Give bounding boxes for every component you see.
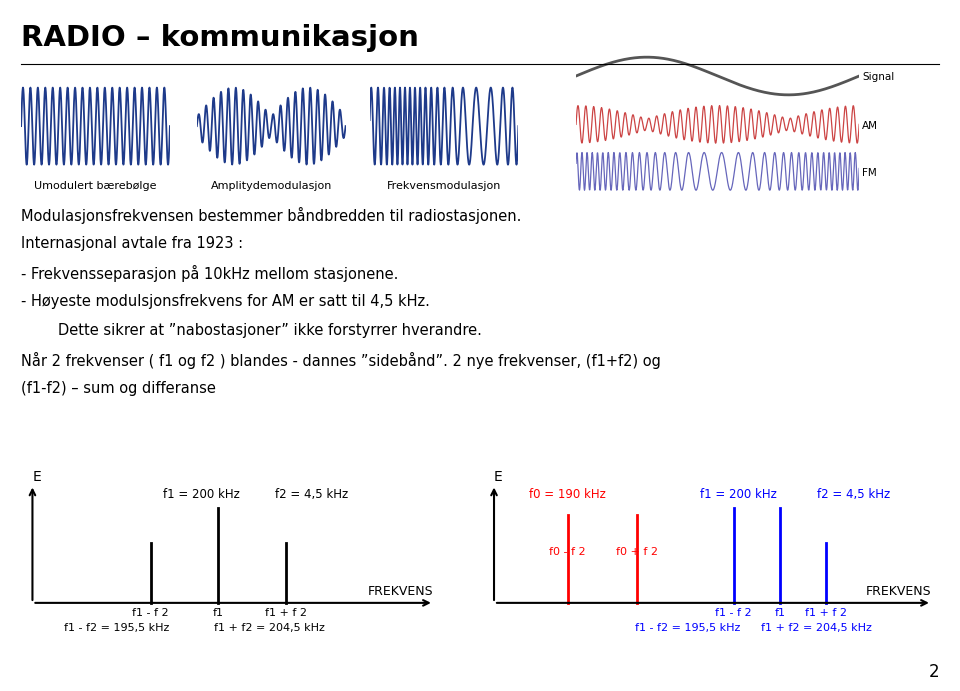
Text: f0 - f 2: f0 - f 2 [549,547,586,557]
Text: f1 + f2 = 204,5 kHz: f1 + f2 = 204,5 kHz [761,623,872,632]
Text: f1 + f 2: f1 + f 2 [265,608,307,618]
Text: Frekvensmodulasjon: Frekvensmodulasjon [387,181,501,191]
Text: (f1-f2) – sum og differanse: (f1-f2) – sum og differanse [21,381,216,397]
Text: AM: AM [862,121,878,131]
Text: - Høyeste modulsjonsfrekvens for AM er satt til 4,5 kHz.: - Høyeste modulsjonsfrekvens for AM er s… [21,294,430,310]
Text: f0 + f 2: f0 + f 2 [616,547,658,557]
Text: f1 - f 2: f1 - f 2 [132,608,169,618]
Text: - Frekvensseparasjon på 10kHz mellom stasjonene.: - Frekvensseparasjon på 10kHz mellom sta… [21,265,398,283]
Text: f1 - f 2: f1 - f 2 [715,608,752,618]
Text: 2: 2 [928,663,939,681]
Text: RADIO – kommunikasjon: RADIO – kommunikasjon [21,24,419,53]
Text: f1 = 200 kHz: f1 = 200 kHz [163,488,240,501]
Text: Når 2 frekvenser ( f1 og f2 ) blandes - dannes ”sidebånd”. 2 nye frekvenser, (f1: Når 2 frekvenser ( f1 og f2 ) blandes - … [21,352,661,370]
Text: FREKVENS: FREKVENS [368,585,434,598]
Text: f2 = 4,5 kHz: f2 = 4,5 kHz [275,488,348,501]
Text: E: E [494,469,503,484]
Text: f1: f1 [213,608,224,618]
Text: f1 = 200 kHz: f1 = 200 kHz [700,488,777,501]
Text: FM: FM [862,168,876,178]
Text: f2 = 4,5 kHz: f2 = 4,5 kHz [817,488,890,501]
Text: f1 - f2 = 195,5 kHz: f1 - f2 = 195,5 kHz [64,623,170,632]
Text: Umodulert bærebølge: Umodulert bærebølge [35,181,156,191]
Text: Dette sikrer at ”nabostasjoner” ikke forstyrrer hverandre.: Dette sikrer at ”nabostasjoner” ikke for… [21,323,482,339]
Text: f1: f1 [774,608,785,618]
Text: Modulasjonsfrekvensen bestemmer båndbredden til radiostasjonen.: Modulasjonsfrekvensen bestemmer båndbred… [21,207,521,225]
Text: FREKVENS: FREKVENS [866,585,932,598]
Text: f1 - f2 = 195,5 kHz: f1 - f2 = 195,5 kHz [635,623,740,632]
Text: Internasjonal avtale fra 1923 :: Internasjonal avtale fra 1923 : [21,236,243,252]
Text: Signal: Signal [862,73,895,82]
Text: f1 + f 2: f1 + f 2 [804,608,847,618]
Text: f0 = 190 kHz: f0 = 190 kHz [529,488,606,501]
Text: f1 + f2 = 204,5 kHz: f1 + f2 = 204,5 kHz [213,623,324,632]
Text: E: E [33,469,41,484]
Text: Amplitydemodulasjon: Amplitydemodulasjon [210,181,332,191]
